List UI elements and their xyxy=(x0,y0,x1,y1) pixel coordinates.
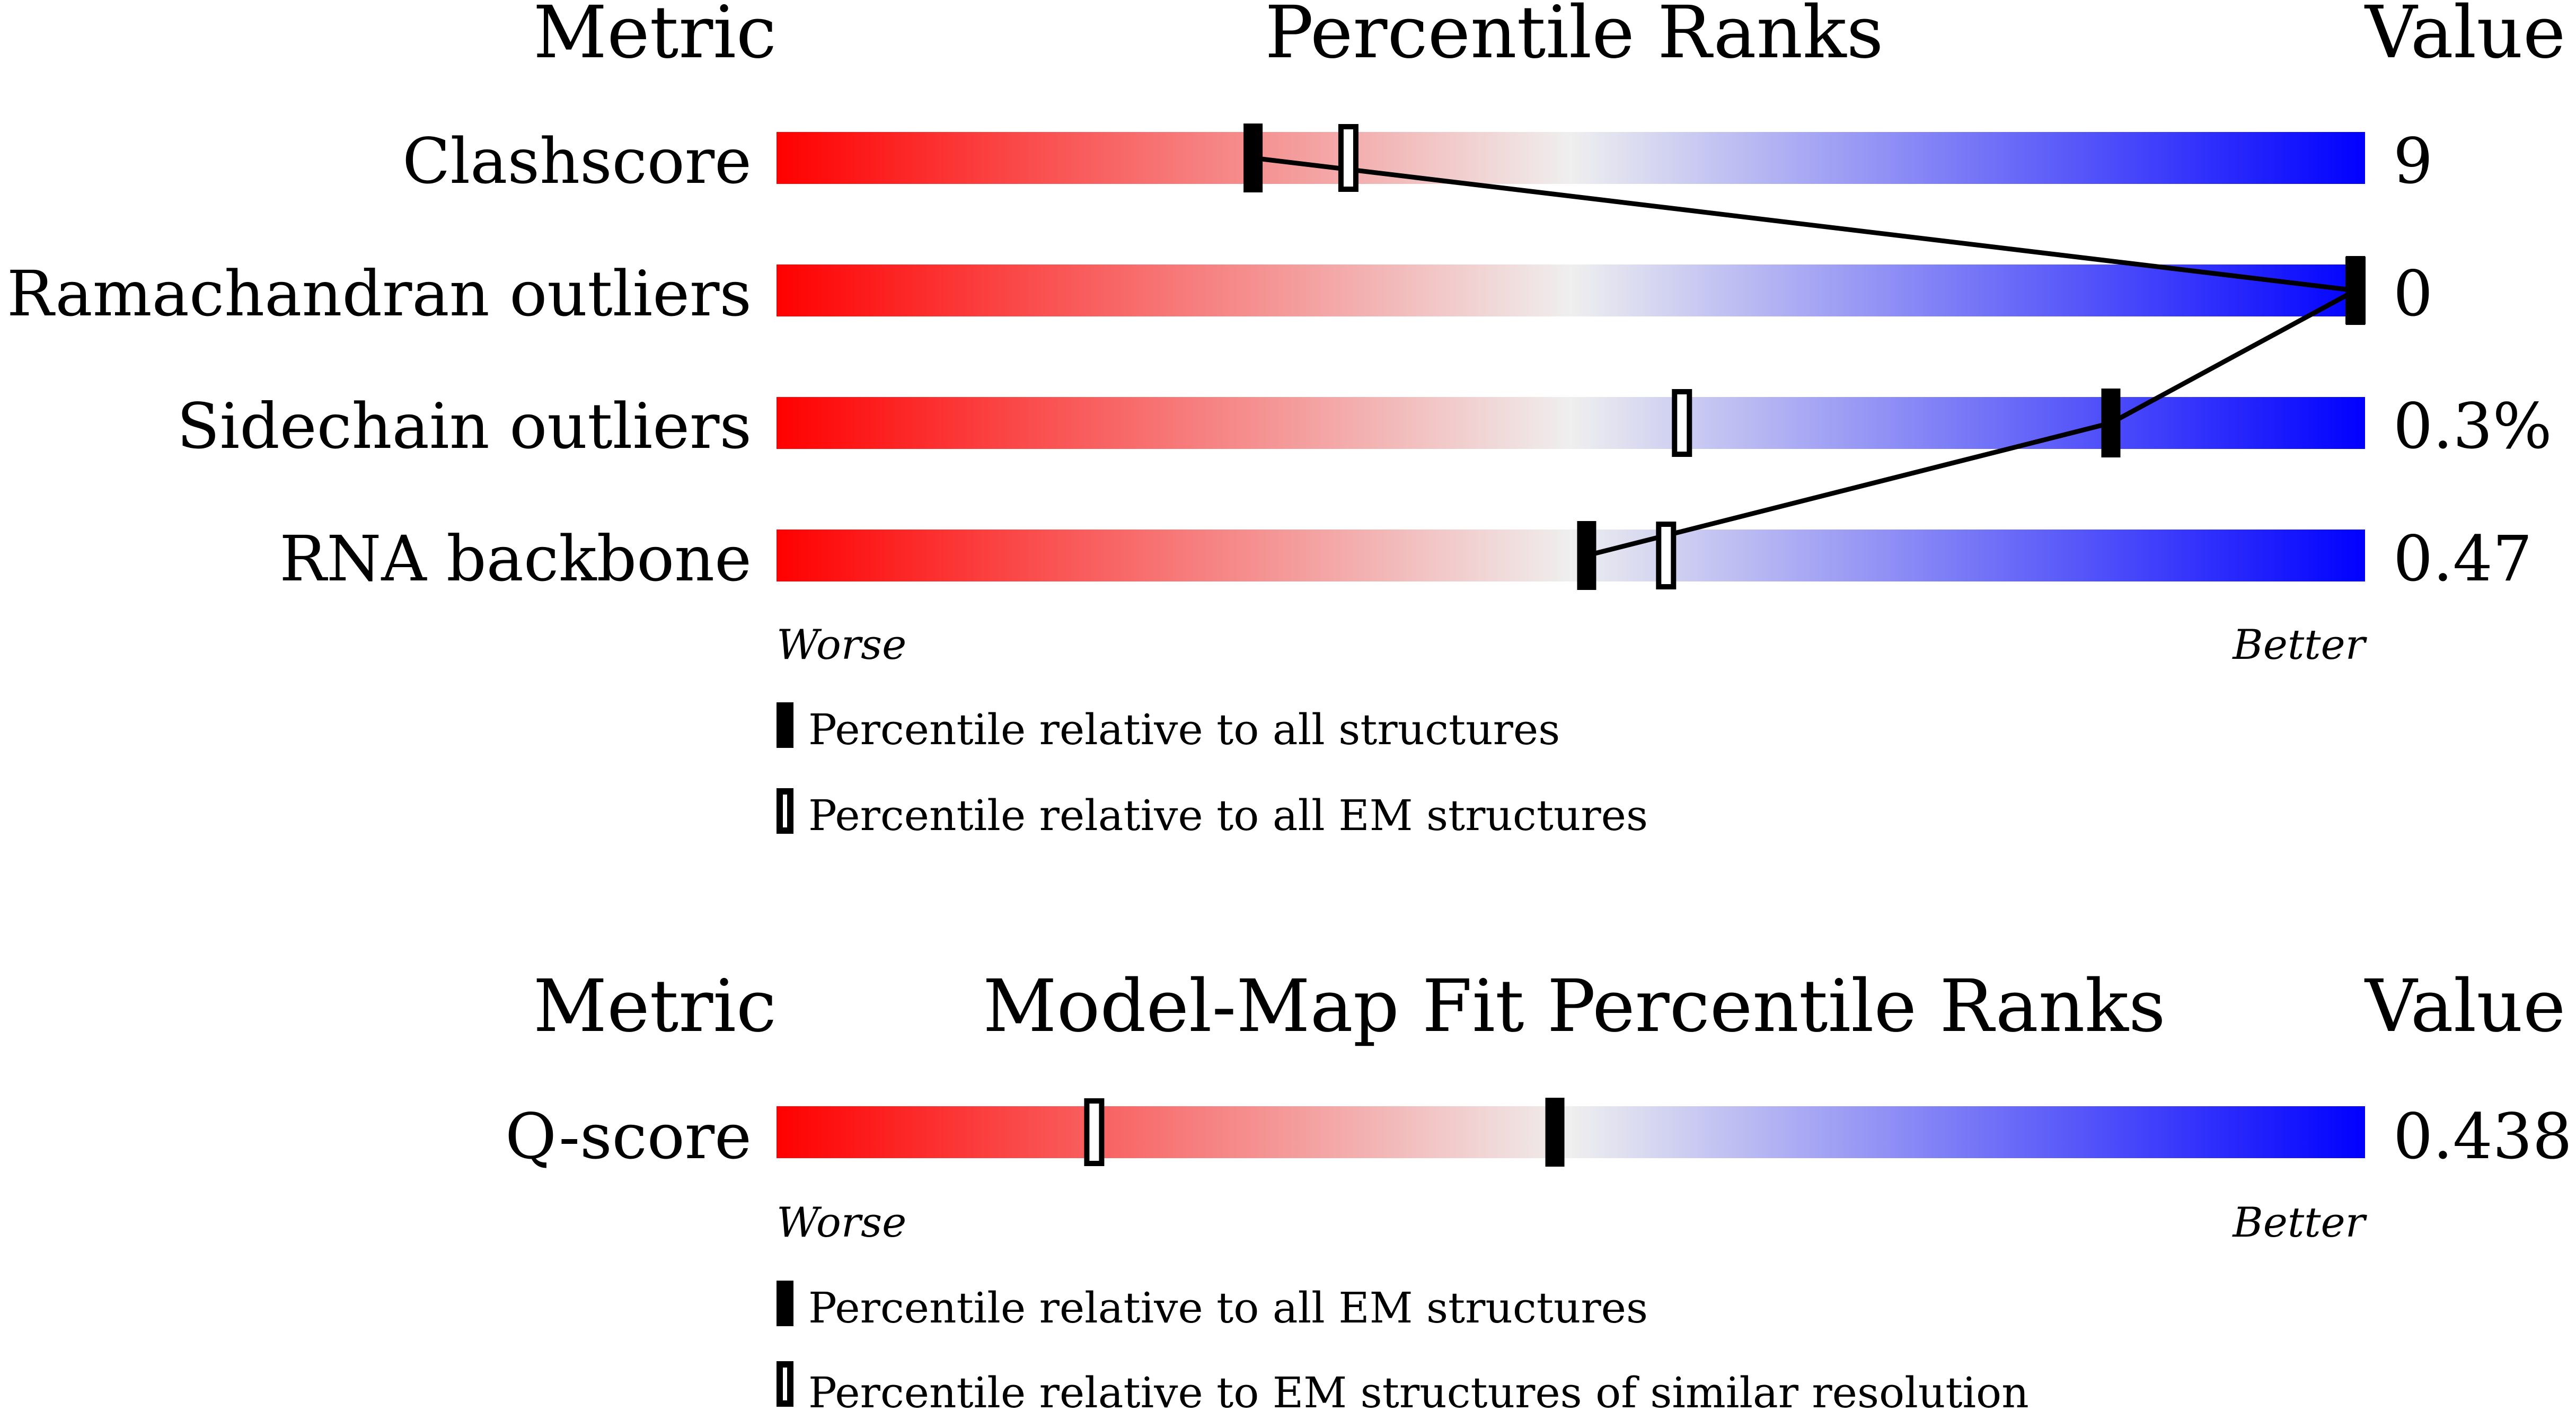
percentile-markers xyxy=(1243,124,2366,590)
legend-label-similar-resolution: Percentile relative to EM structures of … xyxy=(808,1368,2029,1411)
panel-model-map-fit: Metric Model-Map Fit Percentile Ranks Va… xyxy=(505,965,2572,1411)
panel-title: Model-Map Fit Percentile Ranks xyxy=(983,965,2165,1048)
worse-label: Worse xyxy=(777,1199,906,1247)
panel-percentile-ranks: Metric Percentile Ranks Value Clashscore… xyxy=(7,0,2566,840)
row-sidechain-outliers: Sidechain outliers 0.3% xyxy=(177,390,2552,463)
open-marker-sidechain-outliers xyxy=(1672,389,1692,457)
better-label: Better xyxy=(2231,621,2367,669)
filled-marker-rna-backbone xyxy=(1577,521,1596,590)
row-clashscore: Clashscore 9 xyxy=(402,125,2433,198)
legend-filled-marker xyxy=(777,1281,793,1326)
worse-label: Worse xyxy=(777,621,906,669)
legend-label-em-structures: Percentile relative to all EM structures xyxy=(808,791,1648,840)
panel-title: Percentile Ranks xyxy=(1265,0,1884,75)
value-header: Value xyxy=(2364,0,2565,75)
gradient-bar xyxy=(777,264,2365,316)
metric-label: Clashscore xyxy=(402,125,752,198)
legend-filled-marker xyxy=(777,702,793,748)
row-rna-backbone: RNA backbone 0.47 xyxy=(279,522,2532,595)
metric-label: Ramachandran outliers xyxy=(7,257,752,330)
metric-value: 0 xyxy=(2393,257,2433,330)
metric-header: Metric xyxy=(533,0,777,75)
legend-open-marker xyxy=(777,788,793,834)
metric-label: Sidechain outliers xyxy=(177,390,752,463)
metric-value: 9 xyxy=(2393,125,2433,198)
percentile-connector-line xyxy=(1252,155,2358,558)
percentile-markers xyxy=(1084,1098,1565,1167)
open-marker-q-score xyxy=(1084,1098,1105,1166)
metric-value: 0.3% xyxy=(2393,390,2552,463)
filled-marker-q-score xyxy=(1545,1098,1565,1167)
row-ramachandran-outliers: Ramachandran outliers 0 xyxy=(7,257,2433,330)
legend: Percentile relative to all EM structures… xyxy=(777,1281,2029,1411)
gradient-bar xyxy=(777,530,2365,581)
open-marker-rna-backbone xyxy=(1656,522,1677,589)
open-marker-clashscore xyxy=(1338,124,1358,192)
filled-marker-sidechain-outliers xyxy=(2101,389,2121,457)
value-header: Value xyxy=(2364,965,2565,1048)
metric-header: Metric xyxy=(533,965,777,1048)
filled-marker-clashscore xyxy=(1243,124,1263,192)
gradient-bar xyxy=(777,397,2365,449)
metric-label: Q-score xyxy=(505,1100,752,1173)
gradient-bar xyxy=(777,1106,2365,1158)
legend-open-marker xyxy=(777,1361,793,1407)
metric-value: 0.47 xyxy=(2393,522,2533,595)
metric-value: 0.438 xyxy=(2393,1100,2572,1173)
gradient-bar xyxy=(777,132,2365,184)
better-label: Better xyxy=(2231,1199,2367,1247)
legend-label-all-structures: Percentile relative to all structures xyxy=(808,705,1560,754)
legend-label-all-em-structures: Percentile relative to all EM structures xyxy=(808,1283,1648,1333)
filled-marker-ramachandran-outliers xyxy=(2346,256,2365,325)
legend: Percentile relative to all structures Pe… xyxy=(777,702,1648,840)
row-q-score: Q-score 0.438 xyxy=(505,1100,2572,1173)
connector-polyline xyxy=(1252,155,2358,558)
metric-label: RNA backbone xyxy=(279,522,752,595)
